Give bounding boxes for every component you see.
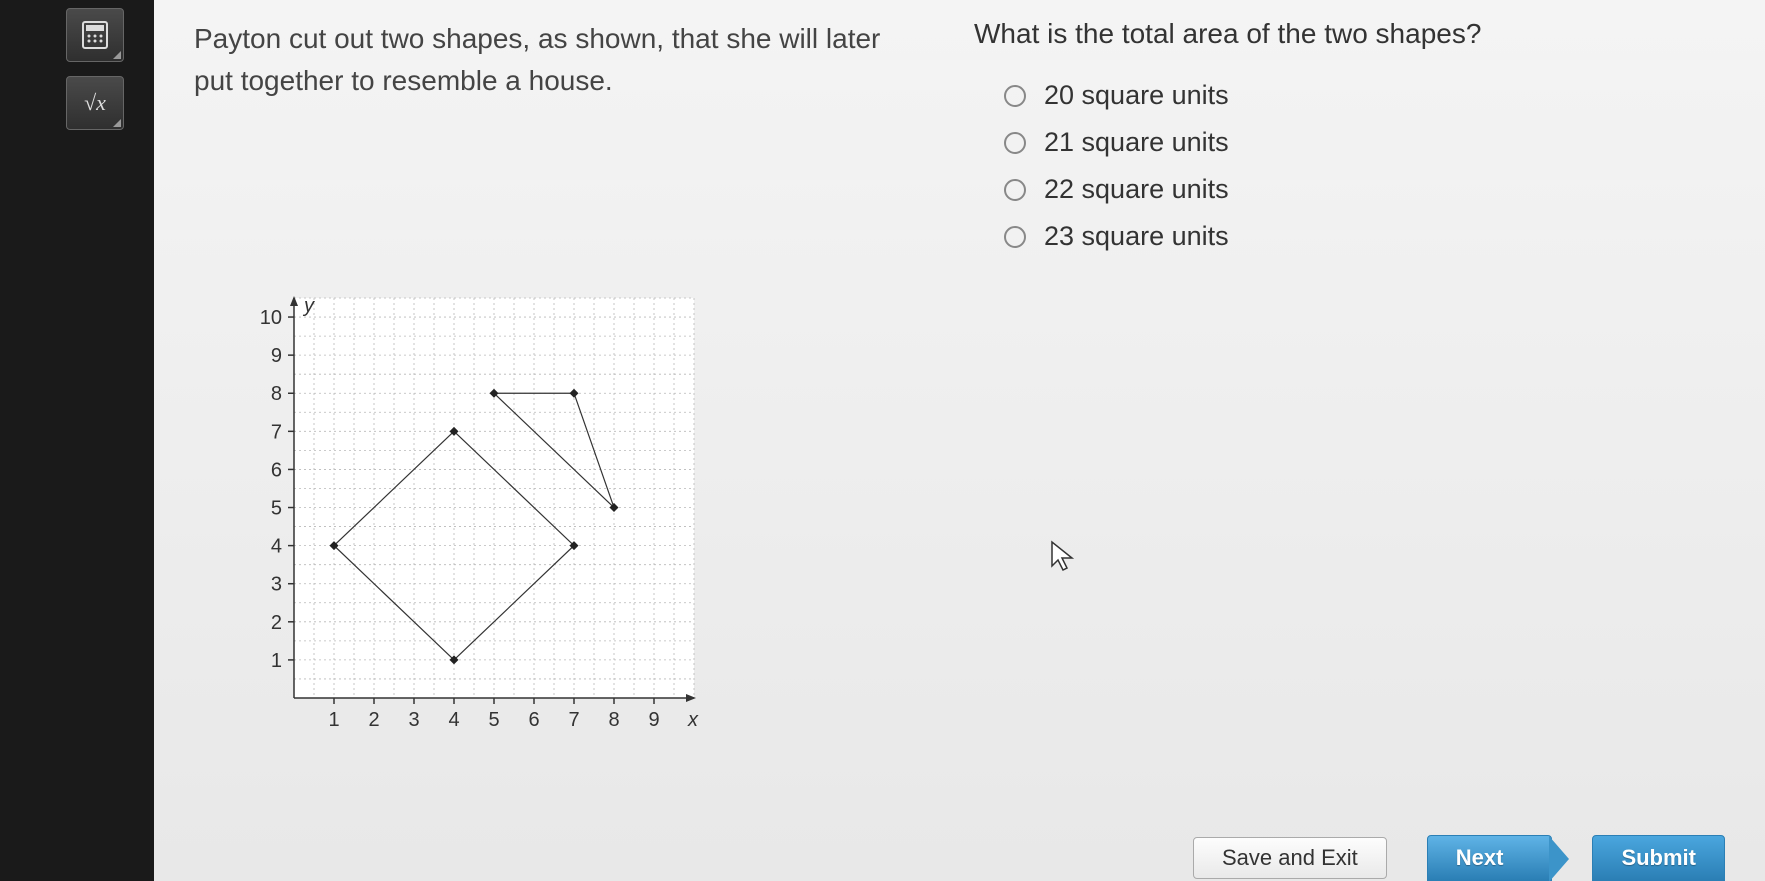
sqrt-icon: √x [84, 90, 106, 116]
svg-text:6: 6 [528, 709, 539, 731]
option-d[interactable]: 23 square units [1004, 221, 1481, 252]
svg-text:1: 1 [271, 650, 282, 672]
svg-text:2: 2 [271, 612, 282, 634]
svg-text:5: 5 [271, 498, 282, 520]
option-label: 20 square units [1044, 80, 1229, 111]
calculator-button[interactable] [66, 8, 124, 62]
radio-icon [1004, 132, 1026, 154]
option-label: 21 square units [1044, 127, 1229, 158]
option-a[interactable]: 20 square units [1004, 80, 1481, 111]
svg-text:7: 7 [568, 709, 579, 731]
save-exit-button[interactable]: Save and Exit [1193, 837, 1387, 879]
calculator-icon [81, 20, 109, 50]
svg-text:7: 7 [271, 421, 282, 443]
svg-text:3: 3 [408, 709, 419, 731]
coordinate-chart: 1 2 3 4 5 6 7 8 9 1 2 3 4 5 6 7 8 9 10 x y [234, 288, 1725, 753]
svg-text:x: x [687, 709, 699, 731]
radio-icon [1004, 226, 1026, 248]
svg-text:9: 9 [648, 709, 659, 731]
svg-text:5: 5 [488, 709, 499, 731]
question-panel: Payton cut out two shapes, as shown, tha… [154, 0, 1765, 881]
svg-text:6: 6 [271, 459, 282, 481]
prompt-text-right: What is the total area of the two shapes… [974, 18, 1481, 50]
svg-text:8: 8 [608, 709, 619, 731]
option-label: 23 square units [1044, 221, 1229, 252]
svg-text:1: 1 [328, 709, 339, 731]
chart-svg: 1 2 3 4 5 6 7 8 9 1 2 3 4 5 6 7 8 9 10 x y [234, 288, 714, 748]
svg-text:2: 2 [368, 709, 379, 731]
prompt-text-left: Payton cut out two shapes, as shown, tha… [194, 18, 914, 268]
answer-options: 20 square units 21 square units 22 squar… [1004, 80, 1481, 252]
svg-text:4: 4 [271, 536, 282, 558]
svg-text:9: 9 [271, 345, 282, 367]
svg-text:4: 4 [448, 709, 459, 731]
next-button[interactable]: Next [1427, 835, 1553, 881]
option-c[interactable]: 22 square units [1004, 174, 1481, 205]
svg-text:3: 3 [271, 574, 282, 596]
radio-icon [1004, 85, 1026, 107]
svg-text:10: 10 [260, 307, 282, 329]
option-label: 22 square units [1044, 174, 1229, 205]
radio-icon [1004, 179, 1026, 201]
footer-bar: Save and Exit Next Submit [154, 821, 1765, 881]
submit-button[interactable]: Submit [1592, 835, 1725, 881]
option-b[interactable]: 21 square units [1004, 127, 1481, 158]
left-toolbar: √x [0, 0, 154, 881]
svg-text:8: 8 [271, 383, 282, 405]
formula-button[interactable]: √x [66, 76, 124, 130]
svg-text:y: y [302, 295, 315, 317]
